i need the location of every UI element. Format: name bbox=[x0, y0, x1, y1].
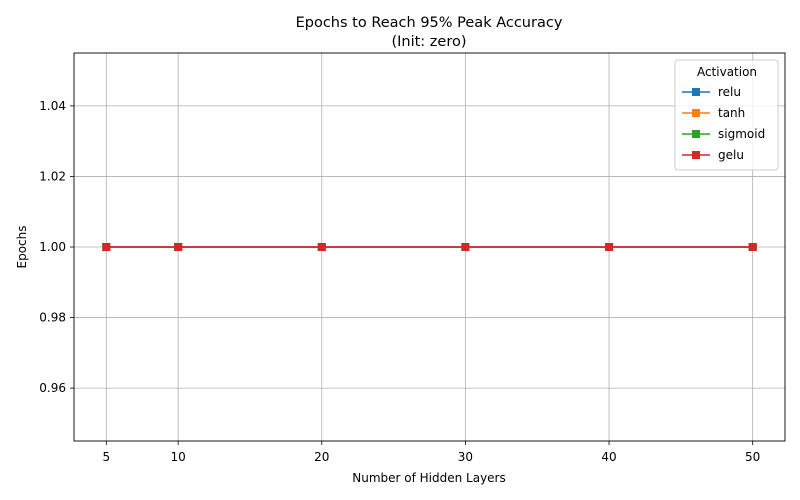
data-point-gelu bbox=[605, 243, 614, 251]
legend-swatch-marker bbox=[692, 109, 700, 117]
legend-title: Activation bbox=[697, 65, 757, 79]
legend-label: sigmoid bbox=[718, 127, 765, 141]
x-axis-label: Number of Hidden Layers bbox=[352, 471, 506, 485]
chart-subtitle: (Init: zero) bbox=[391, 34, 466, 50]
data-point-gelu bbox=[461, 243, 470, 251]
x-tick-label: 20 bbox=[314, 450, 329, 464]
x-tick-label: 40 bbox=[601, 450, 616, 464]
data-point-gelu bbox=[102, 243, 111, 251]
x-axis: 5 10 20 30 40 50 bbox=[102, 441, 760, 464]
legend-label: relu bbox=[718, 85, 741, 99]
y-tick-label: 1.00 bbox=[39, 240, 66, 254]
y-axis-label: Epochs bbox=[15, 226, 29, 269]
legend-box bbox=[674, 59, 779, 171]
legend-label: tanh bbox=[718, 106, 745, 120]
data-point-gelu bbox=[174, 243, 183, 251]
data-point-gelu bbox=[748, 243, 757, 251]
data-point-gelu bbox=[317, 243, 326, 251]
legend-swatch-marker bbox=[692, 88, 700, 96]
chart-title: Epochs to Reach 95% Peak Accuracy bbox=[296, 15, 563, 31]
legend: Activation relu tanh sigmoid gelu bbox=[674, 59, 779, 171]
y-tick-label: 0.96 bbox=[39, 381, 66, 395]
legend-label: gelu bbox=[718, 148, 744, 162]
legend-swatch-marker bbox=[692, 130, 700, 138]
x-tick-label: 50 bbox=[745, 450, 760, 464]
y-tick-label: 0.98 bbox=[39, 311, 66, 325]
y-tick-label: 1.02 bbox=[39, 169, 66, 183]
y-tick-label: 1.04 bbox=[39, 99, 66, 113]
x-tick-label: 5 bbox=[102, 450, 110, 464]
y-axis: 0.96 0.98 1.00 1.02 1.04 bbox=[39, 99, 74, 395]
x-tick-label: 10 bbox=[170, 450, 185, 464]
series-group bbox=[102, 243, 757, 251]
x-tick-label: 30 bbox=[458, 450, 473, 464]
legend-swatch-marker bbox=[692, 151, 700, 159]
